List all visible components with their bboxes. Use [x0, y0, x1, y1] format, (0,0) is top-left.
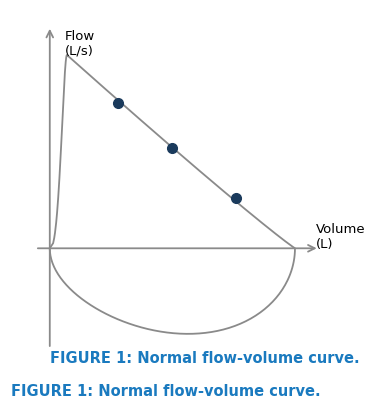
Text: Flow
(L/s): Flow (L/s) [64, 30, 95, 58]
Text: FIGURE 1: Normal flow-volume curve.: FIGURE 1: Normal flow-volume curve. [11, 384, 321, 399]
Text: Volume
(L): Volume (L) [316, 223, 365, 251]
Text: FIGURE 1: Normal flow-volume curve.: FIGURE 1: Normal flow-volume curve. [50, 351, 359, 366]
